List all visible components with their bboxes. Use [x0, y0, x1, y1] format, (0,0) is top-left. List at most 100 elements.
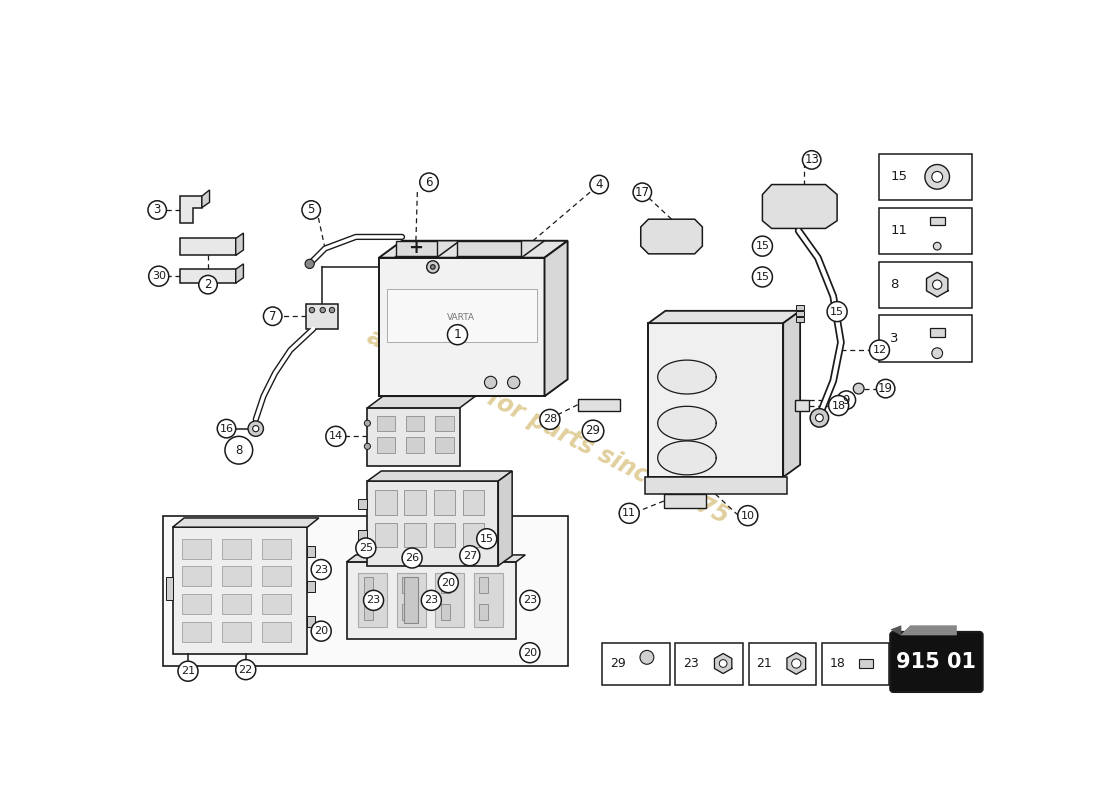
Polygon shape: [367, 471, 513, 481]
FancyBboxPatch shape: [222, 538, 251, 558]
FancyBboxPatch shape: [664, 494, 706, 508]
FancyBboxPatch shape: [363, 604, 373, 619]
Polygon shape: [926, 272, 948, 297]
FancyBboxPatch shape: [262, 622, 292, 642]
FancyBboxPatch shape: [578, 398, 620, 411]
Text: 23: 23: [683, 657, 698, 670]
Polygon shape: [715, 654, 732, 674]
FancyBboxPatch shape: [173, 527, 307, 654]
FancyBboxPatch shape: [359, 530, 367, 539]
Polygon shape: [180, 196, 202, 223]
FancyBboxPatch shape: [376, 437, 395, 453]
Polygon shape: [783, 311, 800, 477]
Circle shape: [364, 420, 371, 426]
Text: 25: 25: [359, 543, 373, 553]
Polygon shape: [658, 441, 716, 475]
FancyBboxPatch shape: [222, 594, 251, 614]
Text: 21: 21: [757, 657, 772, 670]
Circle shape: [828, 395, 849, 415]
FancyBboxPatch shape: [796, 311, 804, 316]
FancyBboxPatch shape: [930, 217, 945, 225]
Circle shape: [476, 529, 497, 549]
FancyBboxPatch shape: [749, 642, 816, 685]
FancyBboxPatch shape: [376, 415, 395, 431]
FancyBboxPatch shape: [182, 622, 211, 642]
Circle shape: [933, 280, 942, 290]
Circle shape: [837, 391, 856, 410]
Text: 22: 22: [239, 665, 253, 674]
FancyBboxPatch shape: [367, 408, 460, 466]
Polygon shape: [498, 471, 513, 566]
Text: 8: 8: [235, 444, 242, 457]
Circle shape: [933, 242, 942, 250]
FancyBboxPatch shape: [180, 238, 235, 255]
Circle shape: [224, 436, 253, 464]
FancyBboxPatch shape: [359, 499, 367, 509]
FancyBboxPatch shape: [163, 516, 568, 666]
Circle shape: [719, 660, 727, 667]
FancyBboxPatch shape: [880, 154, 972, 200]
Text: 11: 11: [623, 508, 636, 518]
Text: 15: 15: [890, 170, 908, 183]
FancyBboxPatch shape: [182, 594, 211, 614]
Text: 30: 30: [152, 271, 166, 281]
Circle shape: [448, 325, 468, 345]
Circle shape: [932, 171, 943, 182]
FancyBboxPatch shape: [396, 241, 437, 256]
FancyBboxPatch shape: [182, 538, 211, 558]
FancyBboxPatch shape: [890, 632, 982, 692]
Circle shape: [420, 173, 438, 191]
Circle shape: [364, 443, 371, 450]
FancyBboxPatch shape: [463, 490, 484, 515]
FancyBboxPatch shape: [796, 305, 804, 310]
Text: 23: 23: [366, 595, 381, 606]
Text: 20: 20: [315, 626, 328, 636]
Circle shape: [854, 383, 865, 394]
Polygon shape: [658, 360, 716, 394]
Text: 1: 1: [453, 328, 461, 341]
Polygon shape: [649, 311, 800, 323]
FancyBboxPatch shape: [363, 578, 373, 593]
FancyBboxPatch shape: [433, 490, 455, 515]
Circle shape: [178, 661, 198, 682]
Circle shape: [147, 201, 166, 219]
Polygon shape: [455, 241, 544, 258]
FancyBboxPatch shape: [405, 522, 426, 547]
Circle shape: [815, 414, 823, 422]
Circle shape: [427, 261, 439, 273]
FancyBboxPatch shape: [480, 604, 488, 619]
Text: a passion for parts since 1975: a passion for parts since 1975: [363, 325, 734, 530]
Polygon shape: [173, 518, 319, 527]
Circle shape: [301, 201, 320, 219]
Text: 9: 9: [843, 394, 850, 406]
Circle shape: [520, 642, 540, 662]
Text: 19: 19: [878, 382, 893, 395]
Text: 27: 27: [463, 550, 477, 561]
FancyBboxPatch shape: [222, 622, 251, 642]
Circle shape: [582, 420, 604, 442]
FancyBboxPatch shape: [440, 578, 450, 593]
Text: 26: 26: [405, 553, 419, 563]
Circle shape: [484, 376, 497, 389]
Text: 23: 23: [425, 595, 439, 606]
FancyBboxPatch shape: [405, 578, 418, 623]
Text: 6: 6: [426, 176, 432, 189]
FancyBboxPatch shape: [645, 477, 788, 494]
Text: 18: 18: [829, 657, 845, 670]
FancyBboxPatch shape: [403, 604, 411, 619]
Circle shape: [438, 573, 459, 593]
Text: 7: 7: [268, 310, 276, 322]
Circle shape: [792, 659, 801, 668]
FancyBboxPatch shape: [375, 490, 397, 515]
Text: 29: 29: [609, 657, 626, 670]
Text: 2: 2: [205, 278, 212, 291]
Circle shape: [148, 266, 168, 286]
Circle shape: [363, 590, 384, 610]
Text: 16: 16: [220, 424, 233, 434]
Circle shape: [925, 165, 949, 189]
Circle shape: [540, 410, 560, 430]
Polygon shape: [395, 241, 460, 258]
Text: 18: 18: [832, 401, 846, 410]
Circle shape: [802, 150, 821, 169]
Text: 8: 8: [890, 278, 899, 291]
